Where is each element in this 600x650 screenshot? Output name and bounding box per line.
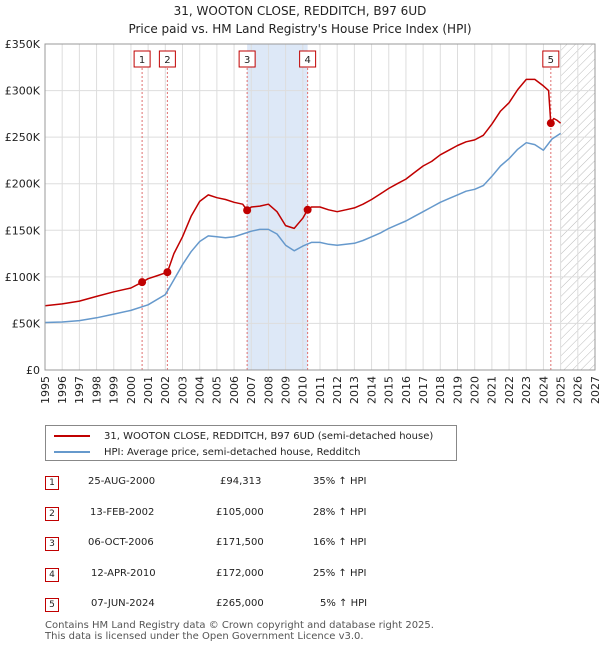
x-tick-label: 2021 bbox=[486, 376, 499, 404]
x-tick-label: 2017 bbox=[417, 376, 430, 404]
x-tick-label: 2026 bbox=[572, 376, 585, 404]
y-tick-label: £0 bbox=[26, 364, 40, 377]
x-tick-label: 1996 bbox=[56, 376, 69, 404]
transaction-price: £94,313 bbox=[220, 476, 262, 487]
x-tick-label: 2027 bbox=[589, 376, 600, 404]
chart-subtitle: Price paid vs. HM Land Registry's House … bbox=[128, 22, 472, 36]
y-tick-label: £350K bbox=[5, 38, 41, 51]
x-tick-label: 2015 bbox=[383, 376, 396, 404]
legend-item-property: 31, WOOTON CLOSE, REDDITCH, B97 6UD (sem… bbox=[54, 428, 433, 444]
y-tick-label: £100K bbox=[5, 271, 41, 284]
transaction-hpi-change: 28% ↑ HPI bbox=[313, 507, 367, 518]
x-tick-label: 2020 bbox=[469, 376, 482, 404]
transaction-date: 25-AUG-2000 bbox=[88, 476, 156, 487]
transaction-price: £171,500 bbox=[216, 537, 264, 548]
transaction-number-badge: 3 bbox=[45, 537, 59, 551]
x-tick-label: 2009 bbox=[279, 376, 292, 404]
legend-item-hpi: HPI: Average price, semi-detached house,… bbox=[54, 444, 360, 460]
sale-label-number: 5 bbox=[548, 55, 554, 66]
price-chart: £0 £50K £100K £150K £200K £250K £300K £350K 1995… bbox=[5, 38, 600, 404]
footer-copyright: Contains HM Land Registry data © Crown c… bbox=[45, 620, 434, 631]
legend-hpi-label: HPI: Average price, semi-detached house,… bbox=[104, 446, 361, 458]
transaction-hpi-change: 5% ↑ HPI bbox=[320, 598, 368, 609]
transaction-hpi-change: 35% ↑ HPI bbox=[313, 476, 367, 487]
legend-hpi-swatch bbox=[54, 451, 90, 453]
transaction-number-badge: 5 bbox=[45, 598, 59, 612]
y-tick-label: £250K bbox=[5, 131, 41, 144]
y-tick-label: £50K bbox=[12, 317, 41, 330]
sale-label-box bbox=[238, 50, 256, 68]
transaction-price: £105,000 bbox=[216, 507, 264, 518]
sale-label-number: 4 bbox=[304, 55, 310, 66]
x-tick-label: 1999 bbox=[108, 376, 121, 404]
x-tick-label: 2010 bbox=[297, 376, 310, 404]
x-tick-label: 2012 bbox=[331, 376, 344, 404]
sale-point bbox=[303, 205, 312, 214]
hpi-line bbox=[44, 132, 562, 324]
legend-property-label: 31, WOOTON CLOSE, REDDITCH, B97 6UD (sem… bbox=[104, 430, 434, 442]
sale-label-number: 3 bbox=[244, 55, 250, 66]
y-tick-label: £200K bbox=[5, 178, 41, 191]
transaction-date: 07-JUN-2024 bbox=[91, 598, 155, 609]
x-tick-label: 2018 bbox=[434, 376, 447, 404]
x-tick-label: 2011 bbox=[314, 376, 327, 404]
x-tick-label: 2013 bbox=[348, 376, 361, 404]
y-tick-label: £300K bbox=[5, 85, 41, 98]
transaction-number-badge: 4 bbox=[45, 568, 59, 582]
x-tick-label: 1997 bbox=[73, 376, 86, 404]
x-tick-label: 2000 bbox=[125, 376, 138, 404]
x-tick-label: 2001 bbox=[142, 376, 155, 404]
x-tick-label: 2007 bbox=[245, 376, 258, 404]
x-tick-label: 2023 bbox=[520, 376, 533, 404]
x-tick-label: 2005 bbox=[211, 376, 224, 404]
sale-label-number: 1 bbox=[139, 55, 145, 66]
transaction-date: 06-OCT-2006 bbox=[88, 537, 154, 548]
plot-border bbox=[44, 43, 596, 371]
x-tick-label: 2019 bbox=[451, 376, 464, 404]
chart-title: 31, WOOTON CLOSE, REDDITCH, B97 6UD bbox=[173, 4, 427, 18]
x-tick-label: 2016 bbox=[400, 376, 413, 404]
sale-point bbox=[138, 278, 147, 287]
sale-point bbox=[163, 268, 172, 277]
sale-point bbox=[546, 119, 555, 128]
x-tick-label: 2014 bbox=[365, 376, 378, 404]
sale-label-box bbox=[299, 50, 317, 68]
sale-label-box bbox=[542, 50, 560, 68]
x-tick-label: 2003 bbox=[176, 376, 189, 404]
x-tick-label: 2006 bbox=[228, 376, 241, 404]
x-tick-label: 1995 bbox=[39, 376, 52, 404]
sale-point bbox=[243, 206, 252, 215]
property-price-line bbox=[44, 78, 562, 307]
x-tick-label: 2022 bbox=[503, 376, 516, 404]
x-tick-label: 2004 bbox=[194, 376, 207, 404]
transaction-number-badge: 1 bbox=[45, 476, 59, 490]
legend-property-swatch bbox=[54, 435, 90, 437]
x-tick-label: 2025 bbox=[554, 376, 567, 404]
x-tick-label: 2002 bbox=[159, 376, 172, 404]
x-tick-label: 1998 bbox=[90, 376, 103, 404]
transaction-hpi-change: 16% ↑ HPI bbox=[313, 537, 367, 548]
sale-label-box bbox=[133, 50, 151, 68]
transaction-date: 13-FEB-2002 bbox=[90, 507, 155, 518]
footer-licence: This data is licensed under the Open Gov… bbox=[45, 631, 364, 642]
transaction-hpi-change: 25% ↑ HPI bbox=[313, 568, 367, 579]
y-tick-label: £150K bbox=[5, 224, 41, 237]
sale-label-number: 2 bbox=[164, 55, 170, 66]
transaction-number-badge: 2 bbox=[45, 507, 59, 521]
transaction-date: 12-APR-2010 bbox=[91, 568, 156, 579]
x-tick-label: 2008 bbox=[262, 376, 275, 404]
sale-label-box bbox=[158, 50, 176, 68]
x-tick-label: 2024 bbox=[537, 376, 550, 404]
transaction-price: £172,000 bbox=[216, 568, 264, 579]
chart-legend: 31, WOOTON CLOSE, REDDITCH, B97 6UD (sem… bbox=[45, 425, 457, 461]
transaction-price: £265,000 bbox=[216, 598, 264, 609]
